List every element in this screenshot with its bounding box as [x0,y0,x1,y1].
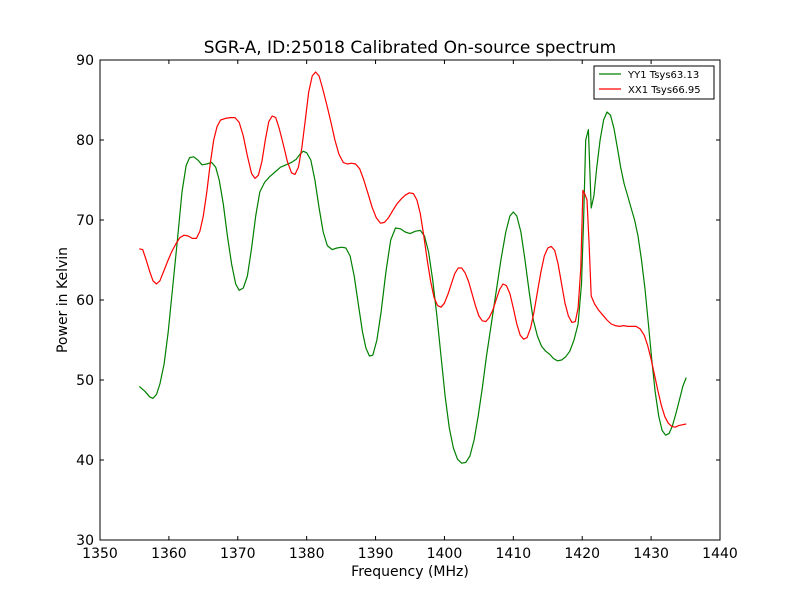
y-tick-label: 80 [76,133,94,149]
x-tick-label: 1420 [564,546,600,562]
y-tick-label: 30 [76,533,94,549]
y-axis-ticks: 30 40 50 60 70 80 90 [76,53,720,549]
series-layer [138,71,687,464]
legend-label-yy1: YY1 Tsys63.13 [627,70,699,81]
legend-box [593,65,715,100]
legend-label-xx1: XX1 Tsys66.95 [628,85,701,96]
y-tick-label: 40 [76,453,94,469]
series-line-yy1 [138,111,687,464]
y-tick-label: 50 [76,373,94,389]
x-tick-label: 1350 [82,546,118,562]
x-tick-label: 1440 [702,546,738,562]
y-tick-label: 70 [76,213,94,229]
chart-title: SGR-A, ID:25018 Calibrated On-source spe… [204,38,616,58]
x-tick-label: 1410 [496,546,532,562]
x-axis-label: Frequency (MHz) [351,564,469,580]
x-tick-label: 1380 [289,546,325,562]
y-axis-label: Power in Kelvin [55,247,71,353]
series-line-xx1 [139,71,687,428]
x-tick-label: 1370 [220,546,256,562]
x-tick-label: 1400 [427,546,463,562]
x-tick-label: 1390 [358,546,394,562]
y-tick-label: 60 [76,293,94,309]
legend: YY1 Tsys63.13 XX1 Tsys66.95 [593,65,715,100]
x-axis-ticks: 1350 1360 1370 1380 1390 1400 1410 1420 1430 1440 [82,60,738,562]
x-tick-label: 1360 [151,546,187,562]
y-tick-label: 90 [76,53,94,69]
x-tick-label: 1430 [633,546,669,562]
